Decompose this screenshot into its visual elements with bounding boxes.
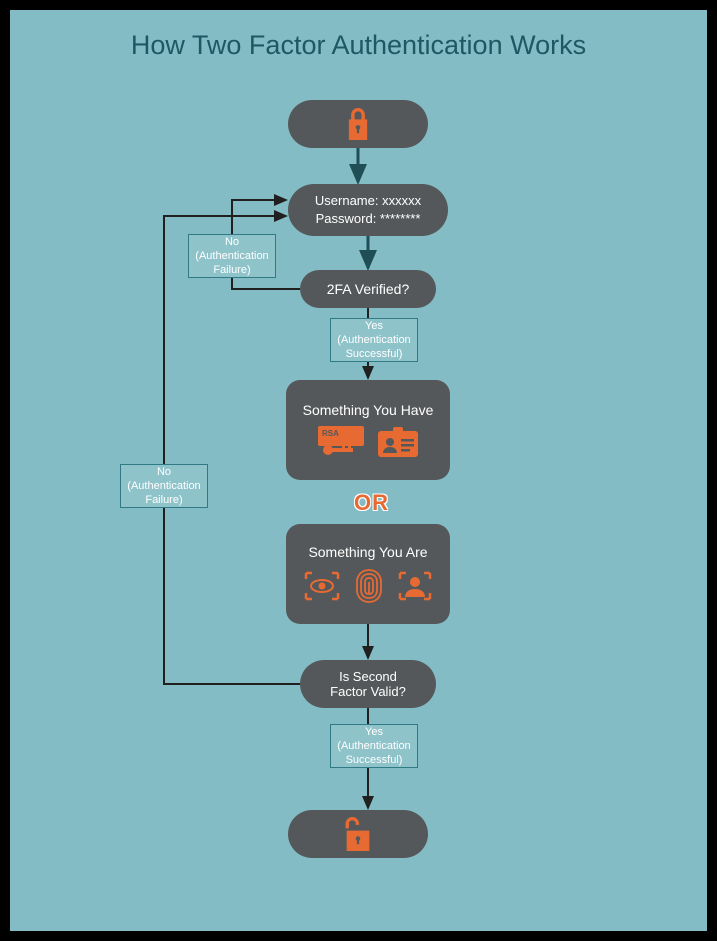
node-start-lock xyxy=(288,100,428,148)
page-title: How Two Factor Authentication Works xyxy=(10,30,707,61)
no-top-l3: Failure) xyxy=(195,263,268,277)
yes-top-l1: Yes xyxy=(337,319,410,333)
username-line: Username: xxxxxx xyxy=(315,192,421,210)
lock-open-icon xyxy=(343,817,373,851)
password-line: Password: ******** xyxy=(316,210,421,228)
verify-2fa-label: 2FA Verified? xyxy=(327,281,410,297)
edge-label-no-top: No (Authentication Failure) xyxy=(188,234,276,278)
no-bot-l1: No xyxy=(127,465,200,479)
svg-text:RSA: RSA xyxy=(322,429,339,438)
rsa-token-icon: RSA xyxy=(318,426,364,458)
node-credentials: Username: xxxxxx Password: ******** xyxy=(288,184,448,236)
node-end-unlock xyxy=(288,810,428,858)
face-scan-icon xyxy=(398,571,432,601)
yes-bot-l3: Successful) xyxy=(337,753,410,767)
diagram-canvas: How Two Factor Authentication Works User… xyxy=(10,10,707,931)
yes-bot-l1: Yes xyxy=(337,725,410,739)
edge-label-yes-bottom: Yes (Authentication Successful) xyxy=(330,724,418,768)
node-something-you-have: Something You Have RSA xyxy=(286,380,450,480)
no-top-l1: No xyxy=(195,235,268,249)
lock-closed-icon xyxy=(344,108,372,140)
yes-top-l3: Successful) xyxy=(337,347,410,361)
node-verify-2fa: 2FA Verified? xyxy=(300,270,436,308)
edge-label-no-bottom: No (Authentication Failure) xyxy=(120,464,208,508)
fingerprint-icon xyxy=(354,568,384,604)
or-separator: OR xyxy=(354,490,389,516)
no-top-l2: (Authentication xyxy=(195,249,268,263)
edge-label-yes-top: Yes (Authentication Successful) xyxy=(330,318,418,362)
yes-top-l2: (Authentication xyxy=(337,333,410,347)
no-bot-l3: Failure) xyxy=(127,493,200,507)
node-something-you-are: Something You Are xyxy=(286,524,450,624)
valid-line2: Factor Valid? xyxy=(330,684,406,699)
no-bot-l2: (Authentication xyxy=(127,479,200,493)
id-card-icon xyxy=(378,427,418,457)
iris-scan-icon xyxy=(304,571,340,601)
yes-bot-l2: (Authentication xyxy=(337,739,410,753)
node-second-factor-valid: Is Second Factor Valid? xyxy=(300,660,436,708)
have-label: Something You Have xyxy=(303,402,434,418)
are-label: Something You Are xyxy=(308,544,427,560)
valid-line1: Is Second xyxy=(339,669,397,684)
